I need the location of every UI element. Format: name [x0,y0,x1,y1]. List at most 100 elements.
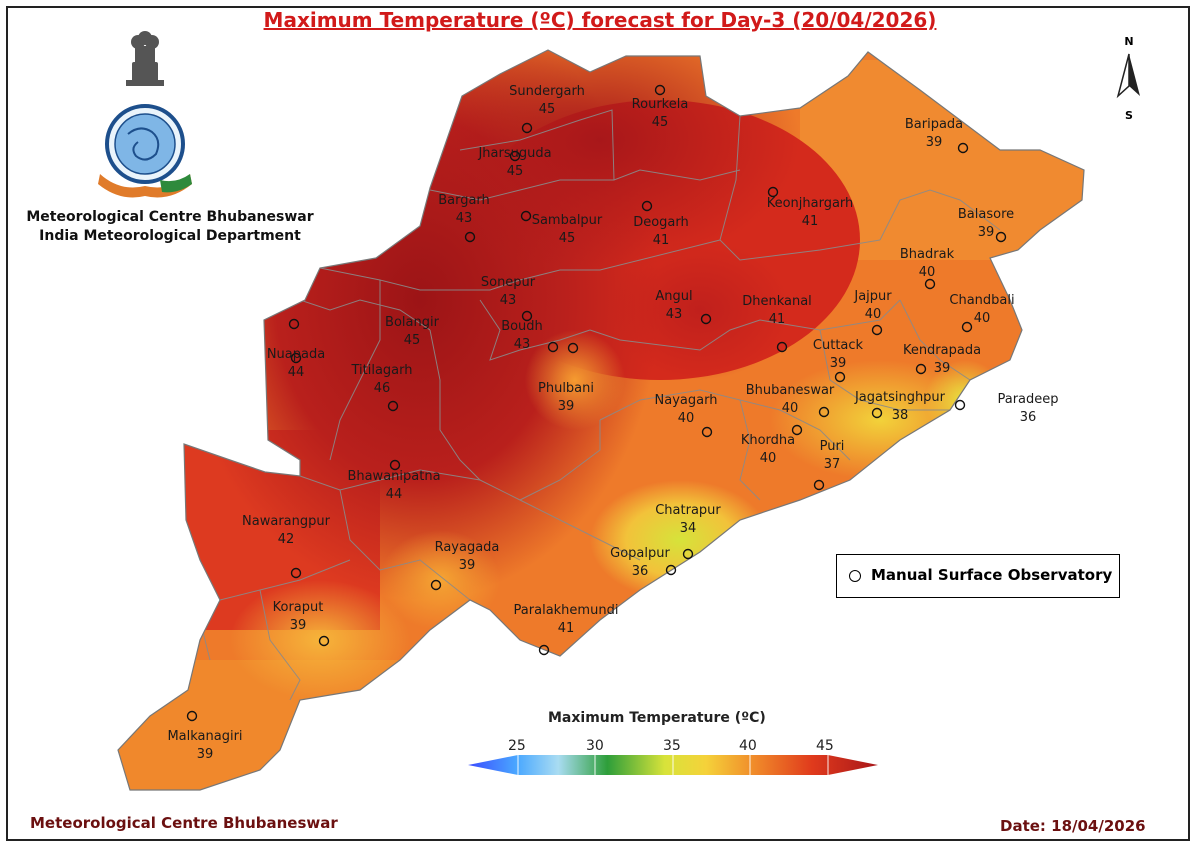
station-chatrapur: Chatrapur 34 [655,503,721,560]
map-frame [6,6,1190,841]
station-marker-icon [387,400,399,412]
legend-label: Manual Surface Observatory [871,566,1113,584]
station-paradeep: Paradeep 36 [954,392,1059,425]
station-name: Jagatsinghpur [854,390,946,405]
station-value: 43 [666,307,683,322]
observatory-marker-icon [849,570,861,582]
footer-date: Date: 18/04/2026 [1000,817,1146,835]
station-sonepur: Sonepur 43 [481,275,536,322]
station-name: Bolangir [385,315,440,330]
station-value: 40 [678,411,695,426]
station-marker-icon [954,399,966,411]
station-value: 43 [500,293,517,308]
station-marker-icon [430,579,442,591]
station-name: Kendrapada [903,343,981,358]
colorbar-tick: 45 [816,738,834,754]
station-name: Rayagada [435,540,500,555]
station-name: Sambalpur [532,213,603,228]
station-value: 39 [830,356,847,371]
station-value: 34 [680,521,697,536]
station-value: 44 [288,365,305,380]
station-value: 39 [978,225,995,240]
station-bhadrak: Bhadrak 40 [900,247,955,290]
station-angul: Angul 43 [655,289,712,325]
station-name: Rourkela [632,97,689,112]
station-marker-icon [521,310,533,322]
station-name: Nuapada [267,347,325,362]
station-cuttack: Cuttack 39 [813,338,864,383]
station-marker-icon [464,231,476,243]
station-name: Phulbani [538,381,594,396]
station-marker-icon [813,479,825,491]
station-marker-icon [186,710,198,722]
station-marker-icon [290,567,302,579]
north-arrow-icon: N S [1116,35,1140,122]
station-value: 45 [559,231,576,246]
station-name: Deogarh [633,215,689,230]
station-marker-icon [538,644,550,656]
station-value: 43 [456,211,473,226]
map-title: Maximum Temperature (ºC) forecast for Da… [263,8,937,32]
station-marker-icon [791,424,803,436]
station-jharsuguda: Jharsuguda 45 [477,146,551,179]
station-bhawanipatna: Bhawanipatna 44 [347,459,441,502]
station-nayagarh: Nayagarh 40 [655,393,718,438]
station-marker-icon [834,371,846,383]
organization-name: Meteorological Centre Bhubaneswar India … [20,208,320,246]
station-malkanagiri: Malkanagiri 39 [167,710,243,762]
colorbar-title: Maximum Temperature (ºC) [548,710,766,726]
station-value: 40 [782,401,799,416]
station-kendrapada: Kendrapada 39 [903,343,981,376]
station-name: Bhubaneswar [746,383,835,398]
station-name: Balasore [958,207,1014,222]
station-name: Baripada [905,117,963,132]
station-marker-icon [776,341,788,353]
station-marker-icon [915,363,927,375]
station-marker-icon [961,321,973,333]
station-name: Paralakhemundi [514,603,619,618]
station-name: Bhawanipatna [347,469,440,484]
station-sambalpur: Sambalpur 45 [520,210,603,246]
station-balasore: Balasore 39 [958,207,1014,243]
station-name: Khordha [741,433,795,448]
station-value: 41 [802,214,819,229]
station-value: 39 [558,399,575,414]
station-value: 40 [974,311,991,326]
station-marker-icon [521,122,533,134]
station-paralakhemundi: Paralakhemundi 41 [514,603,619,656]
station-marker-icon [818,406,830,418]
station-dhenkanal: Dhenkanal 41 [742,294,812,353]
station-name: Chatrapur [655,503,721,518]
compass-north: N [1124,35,1133,48]
station-sundergarh: Sundergarh 45 [509,84,585,134]
station-marker-icon [871,324,883,336]
station-name: Jajpur [853,289,892,304]
station-name: Sundergarh [509,84,585,99]
station-name: Nayagarh [655,393,718,408]
station-name: Angul [655,289,692,304]
station-value: 45 [652,115,669,130]
station-value: 36 [1020,410,1037,425]
station-bolangir: Bolangir 45 [288,315,440,348]
station-marker-icon [547,341,559,353]
colorbar [468,755,878,775]
station-marker-icon [318,635,330,647]
station-marker-icon [924,278,936,290]
station-value: 40 [760,451,777,466]
station-nawarangpur: Nawarangpur 42 [242,514,331,579]
station-marker-icon [290,352,302,364]
station-name: Paradeep [997,392,1058,407]
station-value: 36 [632,564,649,579]
colorbar-tick: 30 [586,738,604,754]
station-value: 41 [769,312,786,327]
station-value: 40 [865,307,882,322]
station-value: 46 [374,381,391,396]
station-name: Koraput [273,600,324,615]
stations-layer: Sundergarh 45 Rourkela 45 Jharsuguda 45 Baripa… [167,84,1058,762]
station-puri: Puri 37 [813,439,844,491]
station-baripada: Baripada 39 [905,117,969,154]
station-marker-icon [654,84,666,96]
station-value: 45 [404,333,421,348]
station-value: 38 [892,408,909,423]
